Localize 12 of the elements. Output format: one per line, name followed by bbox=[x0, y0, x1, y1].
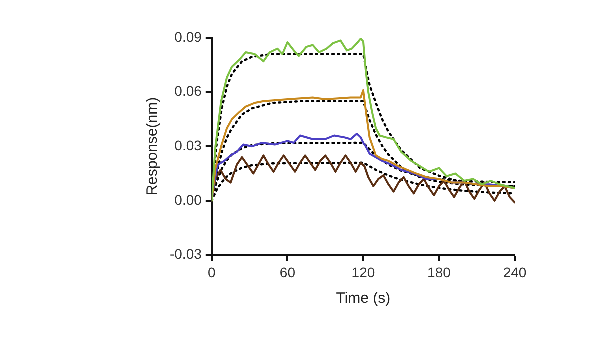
x-tick-label: 120 bbox=[352, 264, 376, 280]
y-axis-title: Response(nm) bbox=[144, 97, 162, 196]
y-tick-label: 0.06 bbox=[174, 83, 202, 100]
x-tick-label: 240 bbox=[503, 264, 527, 280]
y-tick-label: 0.03 bbox=[174, 137, 202, 154]
x-tick-label: 60 bbox=[280, 264, 296, 280]
x-tick-label: 0 bbox=[208, 264, 216, 280]
y-tick-label: 0.00 bbox=[174, 192, 202, 208]
y-tick-label: -0.03 bbox=[170, 246, 202, 262]
x-tick-label: 180 bbox=[428, 264, 452, 280]
y-tick-label: 0.09 bbox=[174, 28, 202, 45]
x-axis-title: Time (s) bbox=[336, 290, 391, 308]
